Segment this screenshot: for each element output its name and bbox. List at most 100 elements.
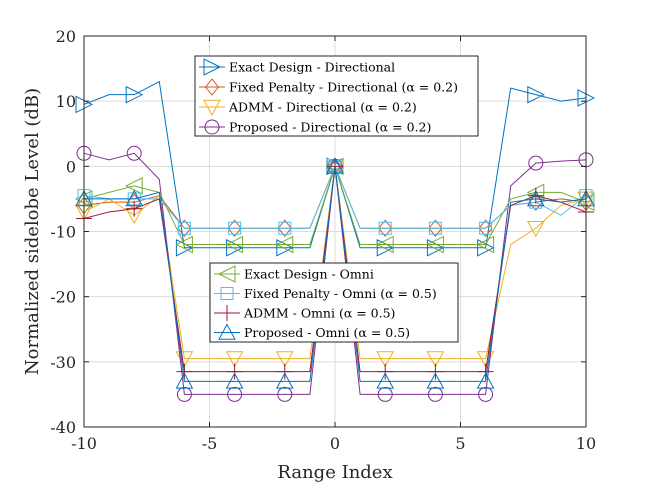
triangle-right-marker	[376, 238, 395, 257]
triangle-right-marker	[276, 238, 294, 257]
triangle-down-marker	[376, 351, 395, 368]
tick-labels: -10 -5 0 5 10 -40 -30 -20 -10 0 10 20	[50, 27, 596, 453]
legend-label: ADMM - Omni (α = 0.5)	[243, 306, 395, 321]
circle-marker	[528, 155, 544, 171]
series-line	[84, 166, 587, 382]
diamond-marker	[378, 219, 393, 238]
y-tick-label: 20	[56, 27, 76, 46]
legend-directional: Exact Design - Directional Fixed Penalty …	[194, 55, 479, 137]
triangle-right-marker	[226, 238, 244, 257]
y-tick-label: 0	[66, 157, 76, 176]
plus-marker	[427, 363, 444, 380]
circle-marker	[126, 145, 142, 161]
square-marker	[378, 221, 392, 235]
legend-label: Exact Design - Directional	[229, 60, 395, 75]
legend-plus-marker	[219, 305, 235, 321]
legend-triangle-down-marker	[203, 99, 221, 117]
circle-marker	[277, 386, 293, 402]
y-tick-label: -20	[50, 288, 76, 307]
triangle-left-marker	[476, 235, 495, 254]
triangle-left-marker	[275, 235, 294, 254]
triangle-down-marker	[526, 220, 545, 238]
legend-label: Exact Design - Omni	[244, 267, 374, 282]
y-tick-label: 10	[56, 92, 76, 111]
x-axis-label: Range Index	[277, 462, 392, 483]
legend-label: Fixed Penalty - Omni (α = 0.5)	[244, 286, 437, 301]
plus-marker	[477, 363, 494, 380]
x-tick-label: -5	[202, 434, 218, 453]
diamond-marker	[478, 219, 493, 238]
square-marker	[177, 221, 191, 235]
square-marker	[479, 221, 493, 235]
legend-square-marker	[220, 287, 234, 300]
triangle-up-marker	[376, 372, 395, 389]
triangle-down-marker	[275, 351, 294, 368]
triangle-up-marker	[476, 372, 495, 389]
diamond-marker	[177, 219, 192, 238]
circle-marker	[377, 386, 393, 402]
x-tick-label: 5	[455, 434, 465, 453]
square-marker	[228, 221, 242, 235]
circle-marker	[176, 386, 192, 402]
legend-triangle-left-marker	[217, 265, 236, 283]
square-marker	[428, 221, 442, 235]
triangle-left-marker	[376, 235, 394, 254]
triangle-left-marker	[225, 235, 244, 254]
plus-marker	[377, 363, 394, 380]
diamond-marker	[227, 219, 242, 238]
legend-entry: Proposed - Directional (α = 0.2)	[199, 119, 431, 135]
triangle-up-marker	[526, 189, 545, 207]
circle-marker	[427, 386, 443, 402]
ticks	[83, 35, 587, 428]
plus-marker	[226, 363, 243, 380]
triangle-right-marker	[125, 85, 144, 104]
legend-box	[209, 262, 459, 343]
series-proposed-omni-0-5	[75, 157, 595, 389]
legend-label: Fixed Penalty - Directional (α = 0.2)	[229, 80, 458, 95]
legend-entry: Fixed Penalty - Directional (α = 0.2)	[199, 78, 458, 96]
legend-entry: Exact Design - Directional	[199, 58, 395, 76]
legend-circle-marker	[204, 119, 220, 135]
legend-label: ADMM - Directional (α = 0.2)	[228, 100, 417, 115]
legend-label: Proposed - Omni (α = 0.5)	[244, 325, 410, 340]
y-tick-label: -10	[50, 223, 76, 242]
plus-marker	[176, 363, 193, 380]
triangle-up-marker	[175, 372, 194, 389]
triangle-down-marker	[225, 351, 244, 368]
triangle-up-marker	[426, 372, 445, 389]
y-tick-label: -30	[50, 353, 76, 372]
legend-box	[194, 55, 479, 137]
legend-entry: ADMM - Omni (α = 0.5)	[214, 305, 395, 321]
x-tick-label: 10	[576, 434, 596, 453]
legend-entry: ADMM - Directional (α = 0.2)	[199, 99, 417, 117]
triangle-right-marker	[426, 238, 445, 257]
series-layer	[74, 80, 596, 402]
legend-entry: Exact Design - Omni	[214, 265, 374, 283]
legends: Exact Design - Directional Fixed Penalty …	[194, 55, 479, 343]
triangle-up-marker	[326, 157, 344, 174]
triangle-up-marker	[225, 372, 244, 389]
triangle-right-marker	[527, 85, 545, 104]
legend-triangle-up-marker	[218, 323, 236, 340]
y-axis-label: Normalized sidelobe Level (dB)	[22, 88, 43, 375]
circle-marker	[227, 386, 243, 402]
triangle-down-marker	[426, 351, 445, 368]
diamond-marker	[428, 219, 443, 238]
circle-marker	[478, 386, 494, 402]
legend-label: Proposed - Directional (α = 0.2)	[229, 120, 431, 135]
x-tick-label: -10	[71, 434, 97, 453]
y-tick-label: -40	[50, 418, 76, 437]
triangle-up-marker	[275, 372, 294, 389]
legend-entry: Fixed Penalty - Omni (α = 0.5)	[214, 286, 437, 301]
diamond-marker	[277, 219, 292, 238]
x-tick-label: 0	[330, 434, 340, 453]
triangle-left-marker	[175, 235, 193, 254]
square-marker	[278, 221, 292, 235]
plus-marker	[126, 200, 143, 217]
legend-diamond-marker	[204, 78, 220, 96]
plus-marker	[276, 363, 293, 380]
triangle-left-marker	[426, 235, 444, 254]
triangle-up-marker	[125, 189, 144, 207]
legend-triangle-right-marker	[203, 58, 222, 76]
